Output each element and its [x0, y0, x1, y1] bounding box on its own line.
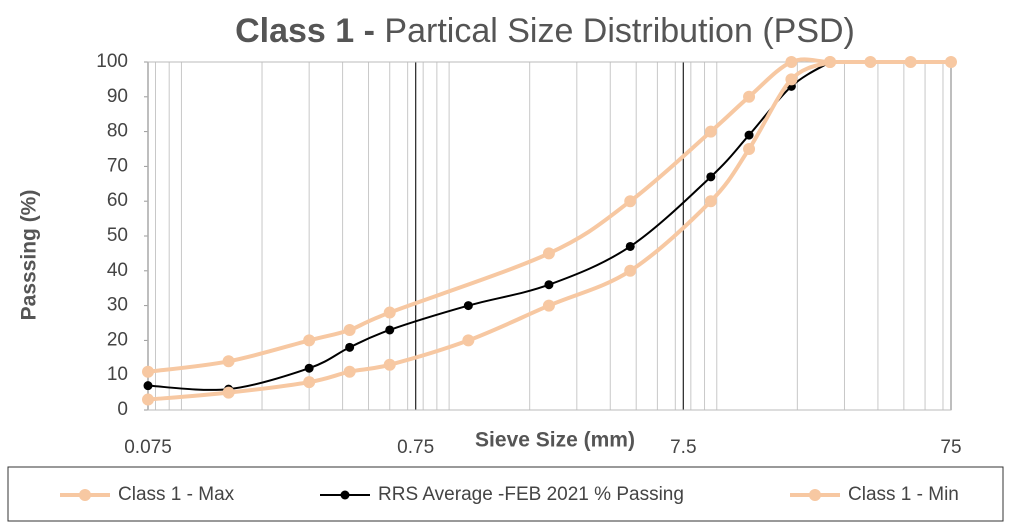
- data-point: [345, 342, 355, 352]
- data-point: [824, 56, 837, 68]
- x-tick-label: 75: [940, 437, 961, 458]
- data-point: [142, 365, 154, 378]
- y-tick-label: 50: [107, 225, 128, 246]
- data-point: [303, 376, 316, 389]
- data-point: [303, 334, 316, 347]
- title-text: Partical Size Distribution (PSD): [384, 12, 854, 50]
- y-tick-label: 0: [117, 399, 128, 420]
- legend-label: Class 1 - Max: [118, 484, 235, 505]
- x-tick-label: 0.75: [397, 437, 434, 458]
- data-point: [385, 325, 395, 335]
- y-axis-title: Passsing (%): [18, 190, 41, 321]
- data-point: [383, 306, 396, 319]
- data-point: [864, 56, 877, 68]
- x-tick-label: 0.075: [124, 437, 172, 458]
- data-point: [343, 365, 356, 378]
- x-axis-title: Sieve Size (mm): [475, 429, 635, 452]
- data-point: [625, 241, 635, 251]
- data-point: [142, 393, 154, 406]
- data-point: [463, 301, 473, 311]
- y-tick-label: 70: [107, 155, 128, 176]
- chart-title: Class 1 - Partical Size Distribution (PS…: [235, 12, 855, 50]
- data-point: [544, 280, 554, 290]
- y-tick-label: 30: [107, 295, 128, 316]
- data-point: [462, 334, 475, 347]
- data-point: [785, 56, 798, 68]
- y-tick-label: 40: [107, 260, 128, 281]
- y-tick-label: 100: [96, 51, 128, 72]
- legend-label: Class 1 - Min: [848, 484, 959, 505]
- plot-frame: [147, 61, 952, 411]
- legend-marker: [809, 489, 821, 501]
- legend-box: [7, 466, 1004, 522]
- data-point: [222, 386, 235, 399]
- y-tick-label: 90: [107, 86, 128, 107]
- series-line: [147, 57, 951, 374]
- series-line: [147, 61, 831, 391]
- y-tick-label: 10: [107, 364, 128, 385]
- data-point: [624, 195, 637, 208]
- data-point: [542, 247, 555, 260]
- data-point: [304, 363, 314, 373]
- data-point: [904, 56, 917, 68]
- data-point: [704, 125, 717, 138]
- data-point: [143, 381, 153, 391]
- y-tick-label: 20: [107, 329, 128, 350]
- data-point: [383, 358, 396, 371]
- data-point: [704, 195, 717, 208]
- y-tick-label: 60: [107, 190, 128, 211]
- data-point: [785, 73, 798, 86]
- series-line: [147, 60, 831, 402]
- data-point: [743, 143, 756, 155]
- title-bold: Class 1 -: [235, 12, 375, 50]
- x-tick-label: 7.5: [670, 437, 696, 458]
- y-tick-label: 80: [107, 121, 128, 142]
- data-point: [744, 130, 754, 140]
- data-point: [542, 299, 555, 312]
- legend-marker: [340, 490, 350, 500]
- data-point: [706, 172, 716, 182]
- data-point: [743, 90, 756, 103]
- data-point: [945, 56, 957, 68]
- data-point: [624, 264, 637, 277]
- data-point: [222, 355, 235, 368]
- legend-marker: [79, 489, 91, 501]
- legend-label: RRS Average -FEB 2021 % Passing: [378, 484, 684, 505]
- data-point: [343, 323, 356, 336]
